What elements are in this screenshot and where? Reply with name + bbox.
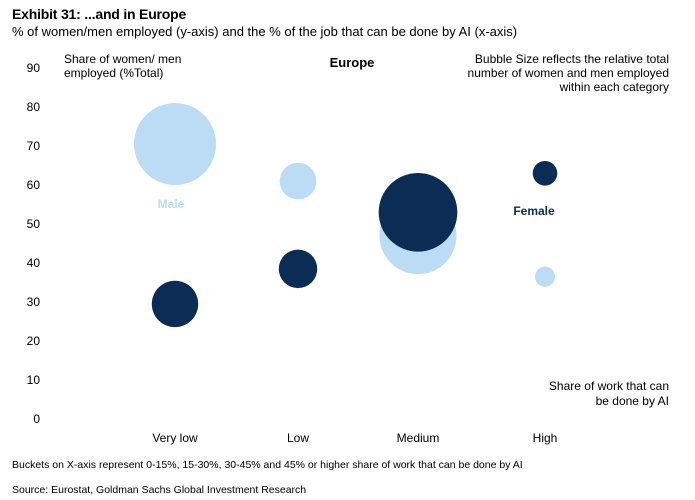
source-note: Source: Eurostat, Goldman Sachs Global I… — [12, 484, 307, 496]
exhibit-title: Exhibit 31: ...and in Europe — [12, 6, 187, 22]
y-tick-label: 10 — [27, 373, 41, 387]
y-tick-label: 80 — [27, 100, 41, 114]
x-axis-label: Share of work that can — [549, 379, 669, 393]
bubble-chart: 0 10 20 30 40 50 60 70 80 90 Very low Low Medium High… — [27, 52, 669, 445]
bubble-size-note: Bubble Size reflects the relative total — [475, 52, 669, 66]
female-bubble-medium — [378, 172, 458, 252]
y-axis-label: Share of women/ men — [64, 52, 181, 66]
x-tick-label: Low — [287, 431, 309, 445]
female-bubble-high — [532, 161, 558, 186]
bubble-size-note: number of women and men employed — [468, 66, 669, 80]
y-tick-label: 90 — [27, 61, 41, 75]
y-tick-label: 0 — [33, 412, 40, 426]
male-bubble-low — [279, 162, 317, 200]
y-tick-label: 70 — [27, 139, 41, 153]
y-tick-label: 60 — [27, 178, 41, 192]
female-series-label: Female — [513, 204, 555, 218]
exhibit-subtitle: % of women/men employed (y-axis) and the… — [12, 24, 518, 39]
y-tick-label: 50 — [27, 217, 41, 231]
x-tick-label: Medium — [397, 431, 440, 445]
y-tick-label: 20 — [27, 334, 41, 348]
y-tick-label: 40 — [27, 256, 41, 270]
female-bubble-low — [278, 249, 318, 289]
chart-title: Europe — [330, 55, 375, 70]
female-bubble-very-low — [151, 280, 199, 328]
x-tick-label: Very low — [152, 431, 198, 445]
bubble-size-note: within each category — [559, 80, 669, 94]
male-bubble-high — [534, 266, 556, 287]
x-tick-label: High — [533, 431, 558, 445]
male-bubble-very-low — [134, 103, 216, 186]
male-series-label: Male — [158, 197, 185, 211]
footnote: Buckets on X-axis represent 0-15%, 15-30… — [12, 459, 523, 471]
y-tick-label: 30 — [27, 295, 41, 309]
y-axis-label: employed (%Total) — [64, 66, 163, 80]
x-axis-label: be done by AI — [596, 394, 669, 408]
